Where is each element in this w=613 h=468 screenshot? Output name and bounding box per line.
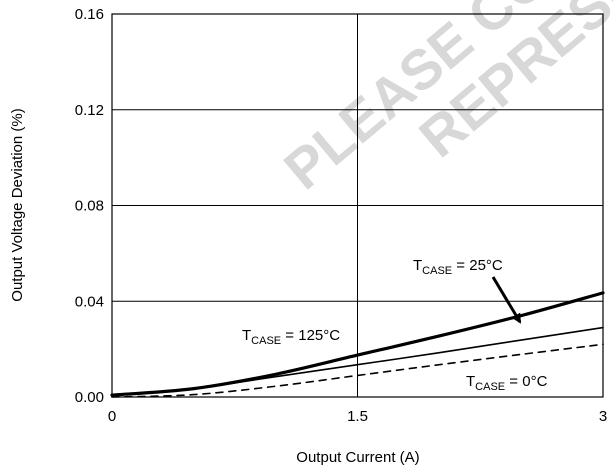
annotation-25c-main: T [413, 257, 422, 274]
series-line-0c [111, 343, 604, 398]
annotation-0c-sub: CASE [475, 381, 505, 393]
y-tick-label: 0.16 [75, 6, 104, 23]
y-tick-label: 0.08 [75, 198, 104, 215]
y-tick-label: 0.00 [75, 389, 104, 406]
annotation-0c: TCASE = 0°C [466, 373, 548, 393]
y-tick-label: 0.04 [75, 293, 104, 310]
annotation-125c-rest: = 125°C [281, 327, 340, 344]
x-tick-label: 1.5 [347, 408, 368, 425]
y-axis-label: Output Voltage Deviation (%) [9, 108, 26, 301]
series-line-125c [111, 326, 604, 396]
annotation-25c-rest: = 25°C [452, 257, 503, 274]
annotation-arrow [491, 276, 522, 324]
annotation-125c-main: T [242, 327, 251, 344]
watermark: PLEASE CO REPRESE [272, 0, 613, 201]
x-tick-label: 0 [108, 408, 116, 425]
plot-frame [111, 13, 604, 398]
annotation-25c-sub: CASE [422, 265, 452, 277]
x-tick-labels: 0 1.5 3 [108, 408, 607, 425]
annotation-25c: TCASE = 25°C [413, 257, 503, 277]
annotation-0c-main: T [466, 373, 475, 390]
annotation-0c-rest: = 0°C [505, 373, 547, 390]
series-lines [110, 291, 605, 398]
y-tick-labels: 0.00 0.04 0.08 0.12 0.16 [75, 6, 104, 406]
annotation-125c-sub: CASE [251, 335, 281, 347]
x-tick-label: 3 [599, 408, 607, 425]
annotation-125c: TCASE = 125°C [242, 327, 340, 347]
y-tick-label: 0.12 [75, 102, 104, 119]
x-axis-label: Output Current (A) [296, 449, 419, 466]
